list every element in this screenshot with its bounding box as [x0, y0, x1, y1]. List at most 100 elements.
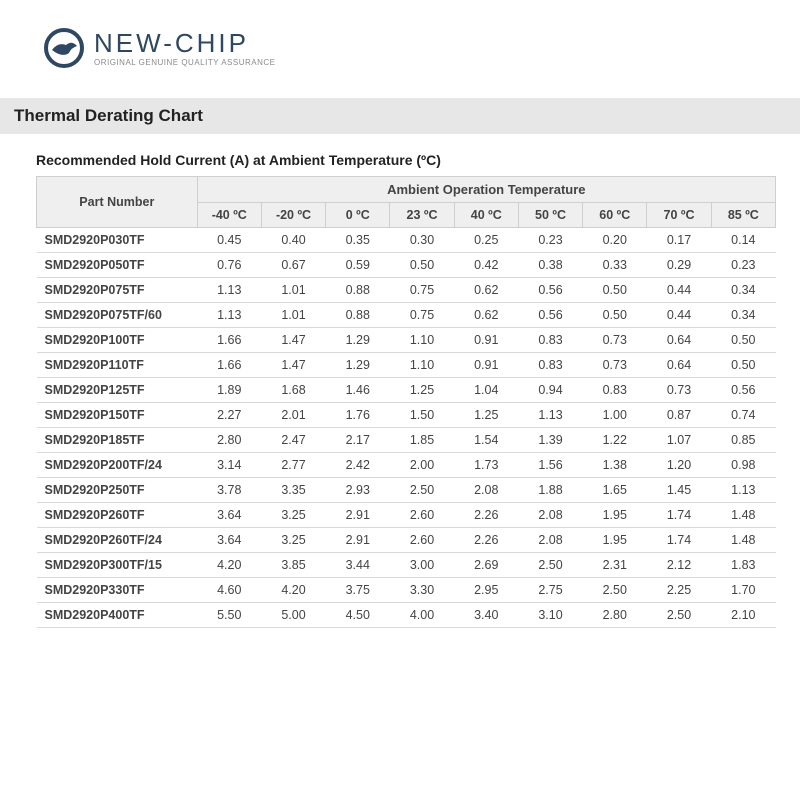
part-number-cell: SMD2920P250TF: [37, 478, 198, 503]
value-cell: 1.65: [583, 478, 647, 503]
derating-table: Part Number Ambient Operation Temperatur…: [36, 176, 776, 628]
temp-col-header: 85 ºC: [711, 203, 775, 228]
value-cell: 5.50: [197, 603, 261, 628]
value-cell: 1.76: [326, 403, 390, 428]
value-cell: 2.80: [197, 428, 261, 453]
value-cell: 2.75: [518, 578, 582, 603]
value-cell: 1.68: [261, 378, 325, 403]
value-cell: 1.07: [647, 428, 711, 453]
value-cell: 0.64: [647, 353, 711, 378]
value-cell: 2.60: [390, 528, 454, 553]
value-cell: 0.29: [647, 253, 711, 278]
value-cell: 0.50: [711, 353, 775, 378]
value-cell: 1.54: [454, 428, 518, 453]
value-cell: 1.13: [197, 303, 261, 328]
value-cell: 1.89: [197, 378, 261, 403]
value-cell: 0.73: [583, 328, 647, 353]
value-cell: 0.62: [454, 303, 518, 328]
logo-text: NEW-CHIP ORIGINAL GENUINE QUALITY ASSURA…: [94, 30, 275, 67]
table-row: SMD2920P260TF3.643.252.912.602.262.081.9…: [37, 503, 776, 528]
value-cell: 3.10: [518, 603, 582, 628]
value-cell: 1.29: [326, 328, 390, 353]
value-cell: 0.44: [647, 303, 711, 328]
value-cell: 5.00: [261, 603, 325, 628]
value-cell: 1.10: [390, 328, 454, 353]
value-cell: 0.83: [583, 378, 647, 403]
table-subtitle: Recommended Hold Current (A) at Ambient …: [0, 134, 800, 176]
temp-col-header: 60 ºC: [583, 203, 647, 228]
value-cell: 2.12: [647, 553, 711, 578]
value-cell: 4.50: [326, 603, 390, 628]
value-cell: 0.83: [518, 353, 582, 378]
value-cell: 1.66: [197, 353, 261, 378]
value-cell: 0.34: [711, 278, 775, 303]
value-cell: 0.83: [518, 328, 582, 353]
value-cell: 1.95: [583, 503, 647, 528]
value-cell: 0.50: [583, 278, 647, 303]
value-cell: 0.40: [261, 228, 325, 253]
part-number-cell: SMD2920P075TF: [37, 278, 198, 303]
value-cell: 2.42: [326, 453, 390, 478]
table-row: SMD2920P200TF/243.142.772.422.001.731.56…: [37, 453, 776, 478]
temp-col-header: 50 ºC: [518, 203, 582, 228]
temperature-group-header: Ambient Operation Temperature: [197, 177, 775, 203]
value-cell: 1.50: [390, 403, 454, 428]
part-number-cell: SMD2920P185TF: [37, 428, 198, 453]
value-cell: 1.10: [390, 353, 454, 378]
value-cell: 0.75: [390, 278, 454, 303]
value-cell: 2.10: [711, 603, 775, 628]
value-cell: 1.25: [454, 403, 518, 428]
value-cell: 0.64: [647, 328, 711, 353]
value-cell: 3.75: [326, 578, 390, 603]
value-cell: 0.23: [518, 228, 582, 253]
table-row: SMD2920P125TF1.891.681.461.251.040.940.8…: [37, 378, 776, 403]
value-cell: 4.60: [197, 578, 261, 603]
value-cell: 1.45: [647, 478, 711, 503]
value-cell: 3.25: [261, 503, 325, 528]
value-cell: 0.76: [197, 253, 261, 278]
value-cell: 1.01: [261, 303, 325, 328]
part-number-cell: SMD2920P400TF: [37, 603, 198, 628]
value-cell: 3.85: [261, 553, 325, 578]
value-cell: 3.40: [454, 603, 518, 628]
value-cell: 2.08: [454, 478, 518, 503]
value-cell: 0.73: [583, 353, 647, 378]
value-cell: 1.01: [261, 278, 325, 303]
value-cell: 3.14: [197, 453, 261, 478]
value-cell: 0.67: [261, 253, 325, 278]
logo-main-text: NEW-CHIP: [94, 30, 275, 56]
value-cell: 0.62: [454, 278, 518, 303]
value-cell: 2.17: [326, 428, 390, 453]
table-row: SMD2920P250TF3.783.352.932.502.081.881.6…: [37, 478, 776, 503]
part-number-cell: SMD2920P125TF: [37, 378, 198, 403]
value-cell: 1.46: [326, 378, 390, 403]
temp-col-header: 40 ºC: [454, 203, 518, 228]
value-cell: 1.66: [197, 328, 261, 353]
part-number-cell: SMD2920P030TF: [37, 228, 198, 253]
value-cell: 2.93: [326, 478, 390, 503]
table-body: SMD2920P030TF0.450.400.350.300.250.230.2…: [37, 228, 776, 628]
value-cell: 0.45: [197, 228, 261, 253]
value-cell: 3.00: [390, 553, 454, 578]
value-cell: 2.26: [454, 503, 518, 528]
value-cell: 3.64: [197, 528, 261, 553]
value-cell: 2.50: [647, 603, 711, 628]
part-number-cell: SMD2920P260TF/24: [37, 528, 198, 553]
value-cell: 2.25: [647, 578, 711, 603]
value-cell: 0.59: [326, 253, 390, 278]
value-cell: 1.47: [261, 353, 325, 378]
value-cell: 1.39: [518, 428, 582, 453]
value-cell: 2.60: [390, 503, 454, 528]
value-cell: 1.13: [518, 403, 582, 428]
value-cell: 1.83: [711, 553, 775, 578]
value-cell: 2.80: [583, 603, 647, 628]
value-cell: 0.85: [711, 428, 775, 453]
value-cell: 1.13: [711, 478, 775, 503]
bird-logo-icon: [44, 28, 84, 68]
value-cell: 0.56: [518, 278, 582, 303]
value-cell: 1.38: [583, 453, 647, 478]
table-row: SMD2920P075TF/601.131.010.880.750.620.56…: [37, 303, 776, 328]
value-cell: 2.77: [261, 453, 325, 478]
value-cell: 0.73: [647, 378, 711, 403]
value-cell: 0.74: [711, 403, 775, 428]
